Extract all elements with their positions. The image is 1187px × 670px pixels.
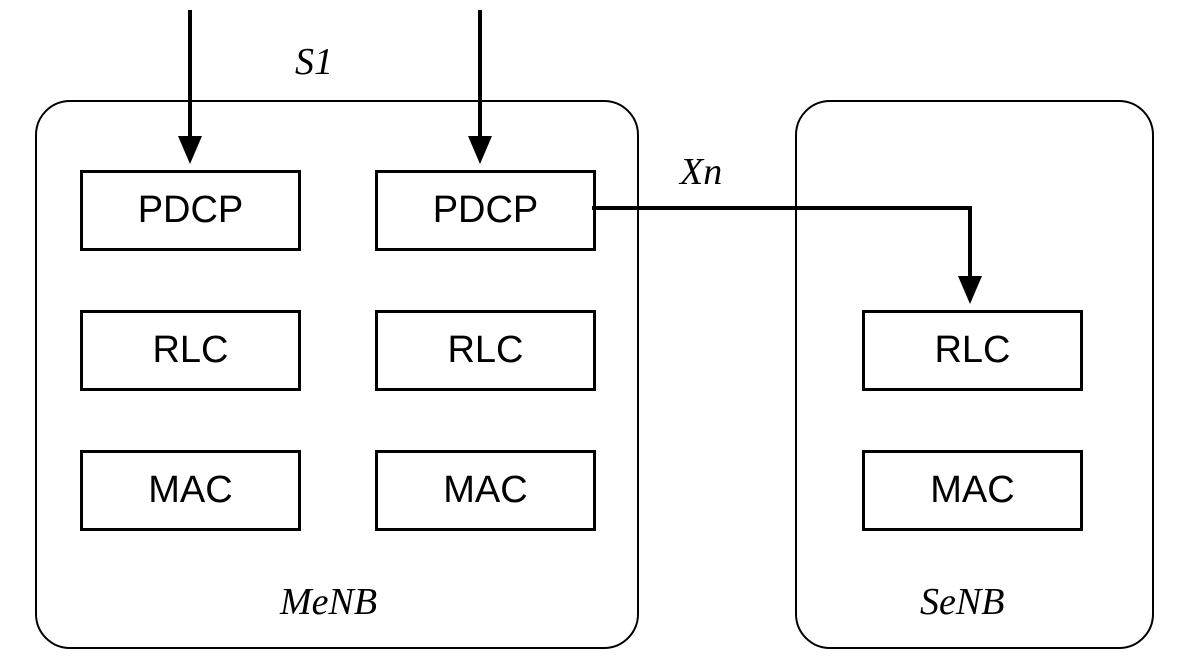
menb-label: MeNB — [280, 580, 377, 624]
pdcp-label-1: PDCP — [138, 189, 244, 232]
senb-label: SeNB — [920, 580, 1004, 624]
xn-label: Xn — [680, 150, 722, 194]
mac-label-3: MAC — [930, 469, 1014, 512]
mac-label-1: MAC — [148, 469, 232, 512]
mac-box-1: MAC — [80, 450, 301, 531]
rlc-box-1: RLC — [80, 310, 301, 391]
rlc-box-3: RLC — [862, 310, 1083, 391]
s1-label: S1 — [295, 40, 333, 84]
mac-box-3: MAC — [862, 450, 1083, 531]
pdcp-label-2: PDCP — [433, 189, 539, 232]
rlc-label-3: RLC — [934, 329, 1010, 372]
rlc-label-1: RLC — [152, 329, 228, 372]
mac-box-2: MAC — [375, 450, 596, 531]
rlc-box-2: RLC — [375, 310, 596, 391]
pdcp-box-1: PDCP — [80, 170, 301, 251]
mac-label-2: MAC — [443, 469, 527, 512]
pdcp-box-2: PDCP — [375, 170, 596, 251]
rlc-label-2: RLC — [447, 329, 523, 372]
